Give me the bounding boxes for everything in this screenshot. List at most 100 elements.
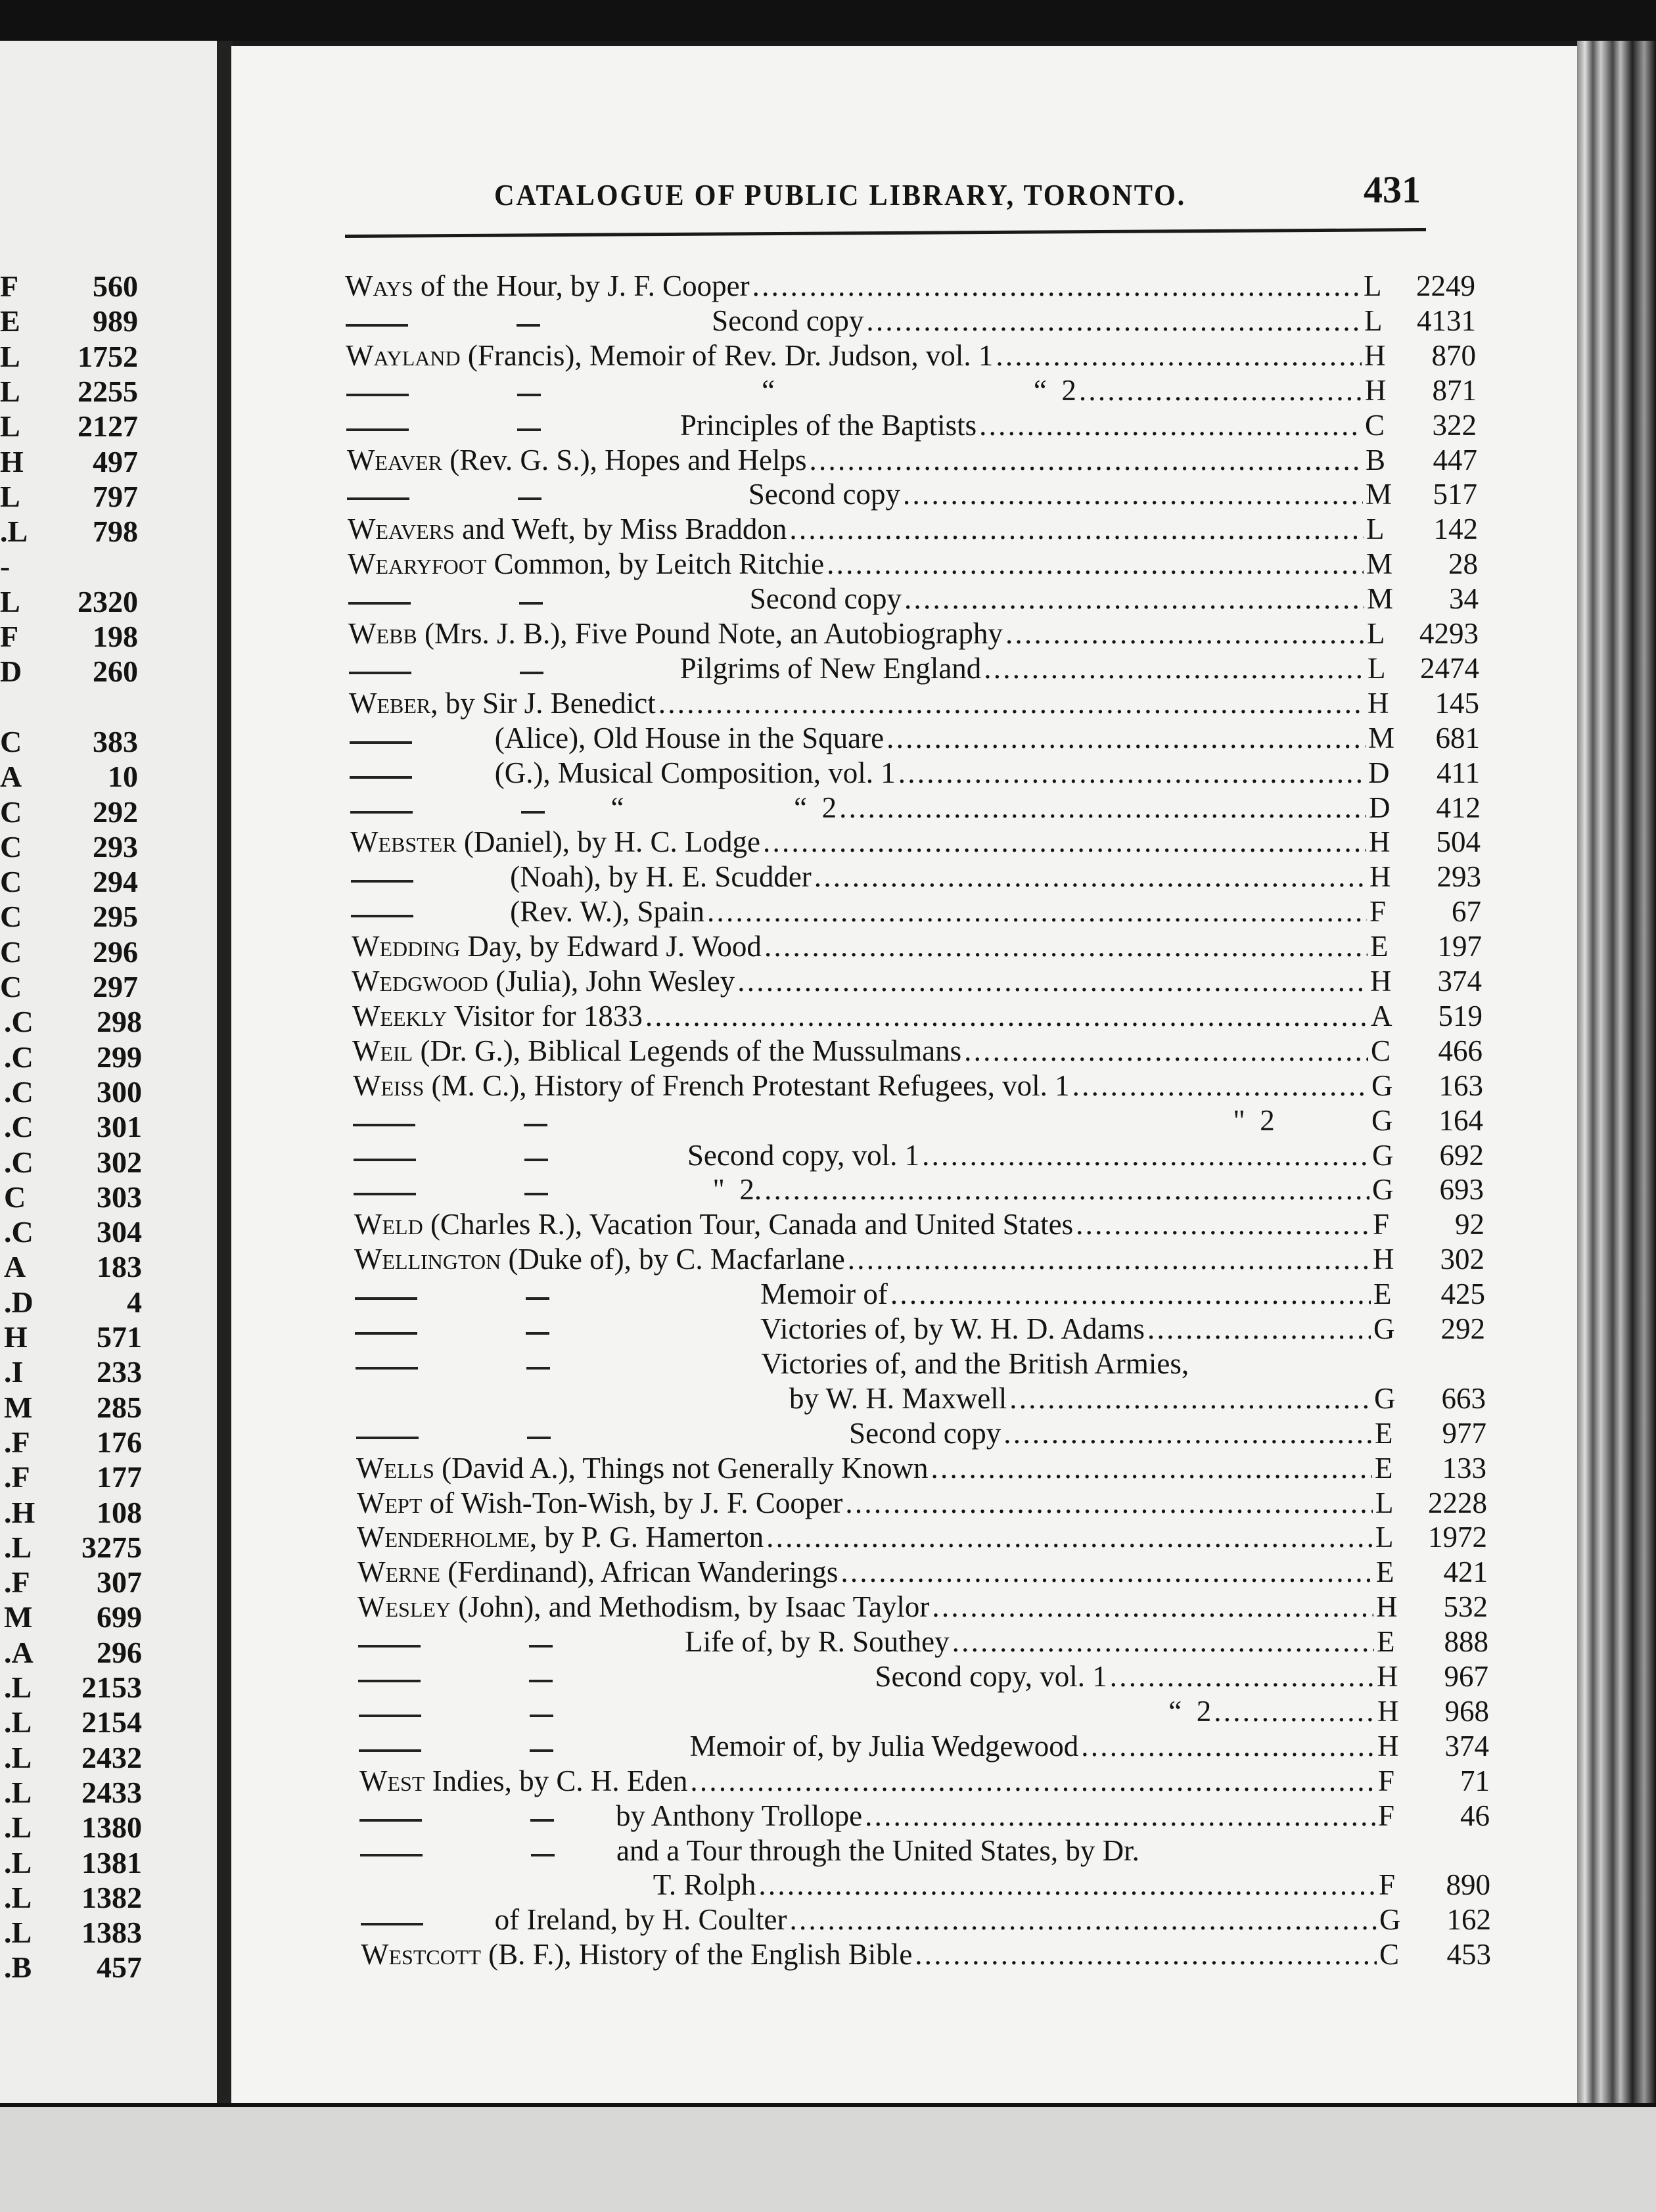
left-column-row: .F 177 (4, 1460, 142, 1494)
shelf-number: 296 (97, 1635, 142, 1669)
catalogue-entry: Second copy L 4131 (346, 304, 1476, 338)
entry-title: Pilgrims of New England (679, 651, 982, 685)
left-column-row: .L 2432 (4, 1740, 142, 1775)
left-column-row: .C 304 (4, 1214, 142, 1249)
ditto-dash (356, 1366, 418, 1370)
entry-heading: West (359, 1764, 425, 1797)
shelf-number: 447 (1433, 443, 1478, 476)
catalogue-entry: Weaver (Rev. G. S.), Hopes and Helps B 447 (347, 443, 1477, 478)
catalogue-entry: Wedgwood (Julia), John Wesley H 374 (352, 964, 1482, 999)
shelf-class: L (0, 339, 20, 373)
ditto-dash (349, 671, 411, 674)
left-column-row: C 293 (0, 829, 138, 864)
ditto-dash (517, 393, 541, 396)
ditto-dash (348, 602, 411, 605)
catalogue-entry: Wellington (Duke of), by C. Macfarlane H 3… (354, 1242, 1484, 1277)
catalogue-entry: Wesley (John), and Methodism, by Isaac T… (357, 1590, 1488, 1624)
catalogue-entry: Second copy, vol. 1 G 692 (354, 1138, 1484, 1173)
shelf-number: 374 (1444, 1729, 1490, 1763)
ditto-dash (359, 1714, 421, 1717)
shelf-number: 300 (97, 1074, 142, 1109)
shelf-class: C (1379, 1938, 1400, 1971)
shelf-class: M (1367, 582, 1394, 616)
catalogue-entry: Weavers and Weft, by Miss Braddon L 142 (348, 512, 1478, 547)
shelf-number: 374 (1437, 965, 1483, 998)
shelf-class: C (0, 865, 22, 899)
shelf-number: 133 (1442, 1451, 1487, 1485)
ditto-dash (358, 1680, 421, 1682)
shelf-class: D (1369, 791, 1391, 824)
ditto-dash (524, 1123, 547, 1126)
ditto-dash (350, 741, 412, 744)
shelf-number: 2432 (81, 1740, 142, 1774)
shelf-number: 302 (1440, 1243, 1485, 1276)
left-column-row: L 2255 (0, 374, 138, 409)
entry-title: “ 2 (1168, 1694, 1212, 1728)
shelf-class: H (1377, 1729, 1399, 1763)
left-page (0, 41, 220, 2104)
shelf-class: F (1378, 1799, 1395, 1832)
shelf-number: 322 (1432, 408, 1477, 442)
shelf-class: A (0, 760, 22, 794)
shelf-number: 968 (1444, 1694, 1490, 1728)
shelf-number: 421 (1443, 1555, 1488, 1589)
entry-title: Second copy (749, 582, 902, 616)
ditto-dash (353, 1123, 415, 1126)
entry-heading: Webb (348, 617, 417, 650)
shelf-number: 425 (1440, 1278, 1486, 1311)
entry-heading: Weld (354, 1208, 423, 1241)
catalogue-entry: and a Tour through the United States, by… (360, 1833, 1490, 1868)
entry-title: (David A.), Things not Generally Known (434, 1451, 929, 1485)
shelf-class: L (1364, 304, 1383, 337)
shelf-class: L (1375, 1486, 1394, 1519)
shelf-class: D (0, 655, 22, 689)
left-column-row: M 699 (4, 1600, 142, 1634)
catalogue-entry: Wedding Day, by Edward J. Wood E 197 (352, 929, 1482, 964)
shelf-class: G (1372, 1173, 1394, 1207)
left-column-row: - (0, 549, 138, 584)
entry-title: “ “ 2 (762, 373, 1076, 407)
shelf-number: 233 (97, 1355, 142, 1389)
shelf-number: 293 (93, 829, 138, 864)
page-number: 431 (1364, 168, 1421, 211)
entry-title: Victories of, by W. H. D. Adams (760, 1312, 1145, 1345)
shelf-number: 412 (1436, 791, 1481, 824)
shelf-class: .A (4, 1635, 34, 1669)
catalogue-entry: Weiss (M. C.), History of French Protest… (353, 1069, 1483, 1103)
shelf-number: 571 (97, 1320, 142, 1354)
shelf-class: M (4, 1390, 33, 1424)
ditto-dash (360, 1853, 423, 1856)
shelf-class: F (0, 620, 19, 653)
left-column-row: M 285 (4, 1390, 142, 1425)
shelf-number: 2255 (78, 374, 138, 408)
shelf-number: 457 (97, 1950, 142, 1985)
dot-leader (1005, 616, 1364, 651)
shelf-class: .F (4, 1460, 30, 1494)
left-column-row: .L 1381 (4, 1845, 142, 1880)
entry-heading: Weaver (347, 443, 443, 476)
shelf-class (0, 689, 39, 724)
ditto-dash (347, 497, 409, 501)
ditto-dash (359, 1818, 422, 1822)
shelf-number: 1972 (1428, 1521, 1487, 1554)
shelf-number: 4131 (1417, 304, 1476, 337)
shelf-number: 1380 (81, 1810, 142, 1845)
shelf-class: .L (4, 1845, 32, 1879)
shelf-class: G (1371, 1103, 1393, 1137)
left-column-row: .C 300 (4, 1074, 142, 1109)
catalogue-entry: Ways of the Hour, by J. F. Cooper L 2249 (345, 269, 1475, 304)
dot-leader (814, 860, 1367, 894)
shelf-number: 292 (1440, 1312, 1486, 1345)
catalogue-entry: of Ireland, by H. Coulter G 162 (361, 1902, 1491, 1937)
left-column-row: .I 233 (4, 1354, 142, 1389)
shelf-class: .L (4, 1810, 32, 1845)
left-column-row: L 2127 (0, 409, 138, 444)
shelf-class: H (1365, 373, 1387, 407)
catalogue-entry: West Indies, by C. H. Eden F 71 (359, 1764, 1490, 1799)
dot-leader (866, 304, 1362, 338)
shelf-class: G (1379, 1903, 1401, 1937)
entry-title: (Duke of), by C. Macfarlane (501, 1243, 845, 1276)
shelf-number: 2249 (1416, 269, 1475, 302)
shelf-class: H (1369, 825, 1391, 859)
shelf-class: .L (4, 1740, 32, 1774)
